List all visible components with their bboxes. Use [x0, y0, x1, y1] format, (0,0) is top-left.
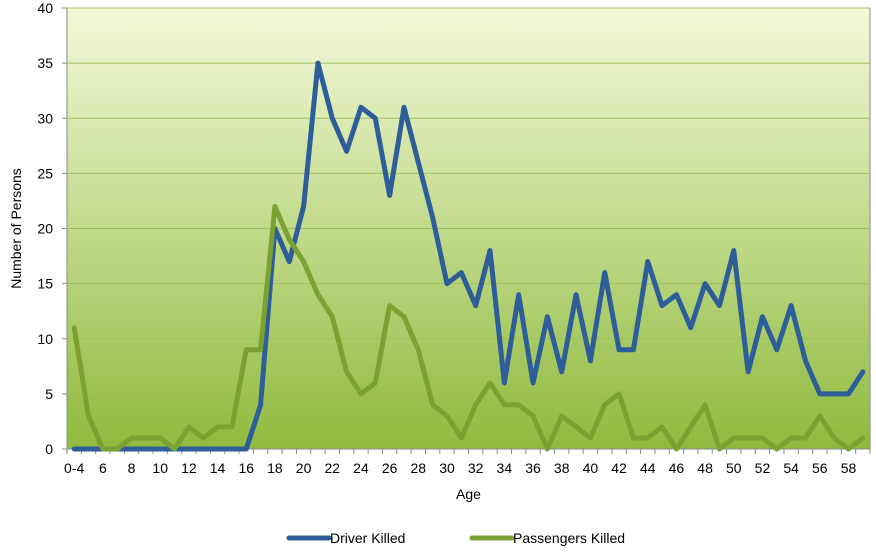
y-axis-title: Number of Persons [8, 168, 24, 289]
x-tick-label: 50 [726, 460, 742, 476]
x-tick-label: 34 [497, 460, 513, 476]
legend-label-2: Passengers Killed [513, 530, 625, 546]
x-tick-label: 38 [554, 460, 570, 476]
series-line-1 [71, 60, 866, 452]
x-tick-label: 24 [353, 460, 369, 476]
x-tick-label: 32 [468, 460, 484, 476]
x-tick-label: 16 [238, 460, 254, 476]
x-tick-label: 26 [382, 460, 398, 476]
x-tick-label: 36 [525, 460, 541, 476]
x-tick-label: 52 [755, 460, 771, 476]
x-tick-label: 20 [296, 460, 312, 476]
x-tick-label: 6 [99, 460, 107, 476]
y-tick-label: 5 [45, 386, 53, 402]
x-tick-label: 28 [411, 460, 427, 476]
y-tick-label: 15 [37, 276, 53, 292]
x-tick-label: 30 [439, 460, 455, 476]
y-tick-label: 35 [37, 55, 53, 71]
x-axis: 0-4 6 8 10 12 14 16 18 20 22 24 26 28 30 32 34 36 38 40 42 4… [64, 448, 871, 476]
x-tick-label: 22 [324, 460, 340, 476]
x-tick-label: 14 [210, 460, 226, 476]
x-tick-label: 40 [583, 460, 599, 476]
x-tick-label: 10 [152, 460, 168, 476]
x-tick-label: 44 [640, 460, 656, 476]
x-tick-label: 42 [611, 460, 627, 476]
x-tick-label: 56 [812, 460, 828, 476]
x-tick-label: 54 [783, 460, 799, 476]
x-tick-label: 58 [841, 460, 857, 476]
x-axis-title: Age [456, 486, 481, 502]
x-tick-label: 46 [669, 460, 685, 476]
grid [67, 7, 870, 395]
y-tick-label: 25 [37, 165, 53, 181]
x-tick-label: 0-4 [64, 460, 84, 476]
series-line-2 [71, 203, 866, 452]
y-tick-label: 20 [37, 221, 53, 237]
legend: Driver Killed Passengers Killed [286, 530, 625, 546]
x-tick-label: 48 [697, 460, 713, 476]
series-lines [71, 60, 866, 452]
x-tick-label: 12 [181, 460, 197, 476]
y-tick-label: 40 [37, 0, 53, 16]
y-tick-label: 0 [45, 441, 53, 457]
y-axis: 0 5 10 15 20 25 30 35 40 [37, 0, 67, 457]
x-tick-label: 18 [267, 460, 283, 476]
y-tick-label: 10 [37, 331, 53, 347]
legend-label-1: Driver Killed [330, 530, 405, 546]
y-tick-label: 30 [37, 110, 53, 126]
x-tick-label: 8 [128, 460, 136, 476]
